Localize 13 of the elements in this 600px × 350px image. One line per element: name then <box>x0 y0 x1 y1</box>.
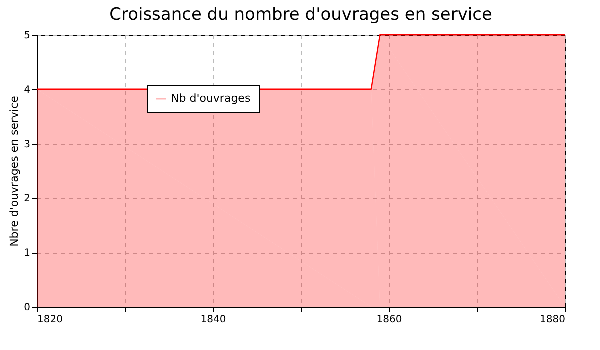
x-tick-label: 1860 <box>376 314 402 326</box>
x-tick-label: 1840 <box>200 314 226 326</box>
y-tick-label: 1 <box>24 248 30 260</box>
y-tick-label: 4 <box>24 84 30 96</box>
x-tick-label: 1880 <box>540 314 566 326</box>
y-tick-label: 5 <box>24 30 30 42</box>
legend-label: Nb d'ouvrages <box>171 92 251 105</box>
y-axis-title: Nbre d'ouvrages en service <box>8 96 22 247</box>
y-tick-label: 3 <box>24 139 30 150</box>
y-tick-label: 0 <box>24 302 30 314</box>
x-tick-label: 1820 <box>38 314 63 326</box>
chart-title: Croissance du nombre d'ouvrages en service <box>110 5 492 25</box>
y-tick-label: 2 <box>24 194 30 205</box>
